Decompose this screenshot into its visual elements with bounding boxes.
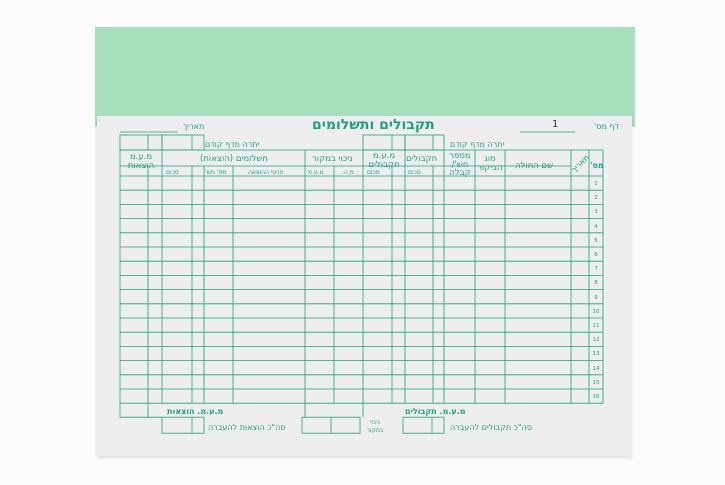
row-number: 4	[594, 223, 598, 230]
row-number: 16	[592, 394, 600, 400]
row-number: 3	[594, 209, 598, 216]
date-label: תאריך	[183, 122, 205, 131]
carry-receipts-box[interactable]	[404, 134, 445, 151]
carry-forward-receipts-label: יתרה מדף קודם	[450, 140, 505, 149]
row-number: 1	[594, 181, 598, 187]
sub-expense-details: פרטי ההוצאה	[248, 169, 284, 176]
row-number: 5	[594, 237, 598, 244]
row-number: 7	[594, 266, 598, 273]
row-number: 12	[592, 337, 600, 344]
form-title: תקבולים ותשלומים	[312, 117, 435, 133]
carry-vat-expenses-box[interactable]	[119, 134, 163, 151]
sub-expense-invoice: מס' חש'	[205, 169, 227, 176]
footer-expenses-transfer: סה"כ הוצאות להעברה	[208, 423, 286, 432]
col-visit-type: סוג הביקור	[477, 154, 503, 173]
col-row-number: מס'	[590, 161, 604, 170]
footer-receipts-transfer: סה"כ תקבולים להעברה	[450, 423, 532, 432]
col-invoice-number: מספר חש'/ קבלה	[449, 151, 471, 178]
row-number: 2	[594, 195, 598, 202]
row-number: 11	[592, 323, 600, 329]
col-patient: שם החולה	[515, 161, 554, 171]
form-page	[97, 116, 632, 456]
sub-vat-receipts-sum: סכום	[367, 169, 380, 176]
sub-withholding-income: מ.ה.	[342, 169, 354, 176]
col-payments: תשלומים (הוצאות)	[200, 154, 268, 164]
row-number: 9	[594, 294, 598, 301]
row-number: 10	[592, 308, 600, 315]
col-vat-receipts: מ.ע.מ תקבולים	[368, 151, 400, 170]
col-receipts: תקבולים	[406, 154, 438, 164]
row-number: 13	[592, 351, 600, 358]
page-label: דף מס'	[594, 122, 619, 131]
carry-vat-receipts-box[interactable]	[362, 134, 406, 151]
col-vat-expenses: מ.ע.מ הוצאות	[127, 152, 155, 171]
green-copy-sheet	[95, 27, 635, 127]
footer-vat-receipts: מ.ע.מ. תקבולים	[405, 407, 466, 416]
footer-vat-expenses: מ.ע.מ. הוצאות	[167, 407, 224, 416]
page-number-field[interactable]: 1	[552, 119, 559, 130]
row-number: 15	[592, 379, 600, 386]
carry-expenses-box[interactable]	[161, 134, 205, 151]
sub-withholding-vat: מ.ע.מ	[308, 169, 324, 176]
row-number: 6	[594, 252, 598, 258]
col-withholding: ניכוי במקור	[312, 154, 353, 164]
row-number: 14	[592, 365, 600, 372]
sub-expense-sum: סכום	[166, 169, 179, 176]
row-number: 8	[594, 280, 598, 287]
sub-receipts-sum: סכום	[408, 169, 421, 176]
carry-forward-expenses-label: יתרה מדף קודם	[205, 140, 260, 149]
receipts-transfer-box[interactable]	[402, 416, 445, 434]
expenses-transfer-box[interactable]	[161, 416, 205, 434]
footer-withholding: ניכוי במקור	[366, 419, 384, 434]
